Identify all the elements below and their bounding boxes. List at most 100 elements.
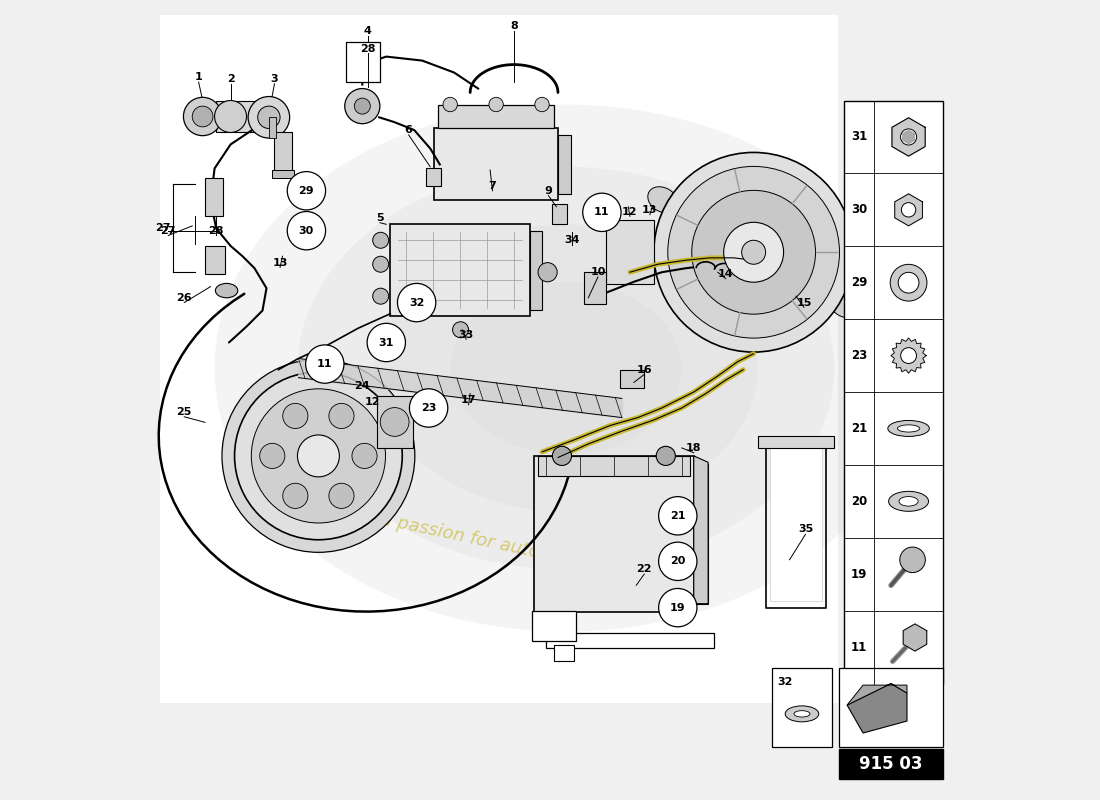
Text: 8: 8 [510, 22, 518, 31]
Text: 16: 16 [637, 365, 652, 374]
Text: 30: 30 [851, 203, 867, 216]
Circle shape [329, 483, 354, 509]
Bar [694, 464, 708, 604]
Text: 18: 18 [686, 443, 702, 453]
Circle shape [488, 98, 504, 112]
Text: 32: 32 [778, 677, 793, 687]
Text: 15: 15 [796, 298, 812, 307]
Ellipse shape [222, 359, 415, 552]
Text: 26: 26 [176, 293, 192, 302]
Bar [552, 204, 567, 224]
Circle shape [659, 589, 697, 627]
Text: 24: 24 [354, 381, 370, 390]
Circle shape [373, 232, 388, 248]
Circle shape [724, 222, 783, 282]
Polygon shape [903, 130, 914, 144]
Text: 915 03: 915 03 [859, 755, 923, 773]
Text: 27: 27 [161, 226, 176, 236]
Text: 19: 19 [851, 568, 867, 581]
Text: 11: 11 [317, 359, 332, 369]
Text: 31: 31 [378, 338, 394, 347]
Circle shape [373, 288, 388, 304]
Circle shape [234, 372, 403, 540]
Text: 29: 29 [298, 186, 315, 196]
Circle shape [287, 171, 326, 210]
Text: 6: 6 [405, 125, 412, 135]
Text: 22: 22 [637, 564, 652, 574]
Circle shape [692, 190, 815, 314]
Circle shape [657, 446, 675, 466]
Circle shape [899, 272, 918, 293]
Circle shape [901, 348, 916, 363]
Circle shape [344, 89, 380, 124]
Text: 19: 19 [670, 602, 685, 613]
Bar [844, 101, 943, 683]
Text: 30: 30 [299, 226, 314, 236]
Ellipse shape [889, 491, 928, 511]
Bar [606, 220, 653, 284]
Text: 28: 28 [360, 44, 376, 54]
Circle shape [535, 98, 549, 112]
Circle shape [583, 193, 621, 231]
Polygon shape [847, 683, 907, 733]
Circle shape [373, 256, 388, 272]
Bar [758, 436, 834, 448]
Circle shape [283, 483, 308, 509]
Circle shape [653, 153, 854, 352]
Circle shape [251, 389, 385, 523]
Ellipse shape [374, 224, 758, 512]
Bar [534, 456, 694, 612]
Circle shape [306, 345, 344, 383]
Circle shape [257, 106, 280, 129]
Text: 13: 13 [273, 258, 288, 268]
Bar [390, 224, 530, 316]
Text: 4: 4 [364, 26, 372, 36]
Text: 13: 13 [642, 205, 658, 215]
Text: 32: 32 [409, 298, 425, 307]
Circle shape [397, 283, 436, 322]
Text: 21: 21 [670, 510, 685, 521]
Circle shape [287, 211, 326, 250]
Circle shape [367, 323, 406, 362]
Text: 17: 17 [461, 395, 476, 405]
Bar [620, 370, 645, 388]
Circle shape [443, 98, 458, 112]
Bar [546, 633, 714, 647]
Circle shape [354, 98, 371, 114]
Circle shape [249, 97, 289, 138]
Text: 23: 23 [851, 349, 867, 362]
Bar [438, 105, 554, 129]
Circle shape [452, 322, 469, 338]
Ellipse shape [214, 105, 917, 631]
Text: 5: 5 [376, 213, 384, 223]
Circle shape [890, 264, 927, 301]
Ellipse shape [648, 186, 678, 213]
Text: 29: 29 [851, 276, 867, 290]
Circle shape [901, 129, 916, 145]
Bar [345, 42, 379, 82]
Bar [217, 101, 257, 133]
Ellipse shape [794, 710, 810, 717]
Polygon shape [694, 456, 708, 604]
Circle shape [668, 166, 839, 338]
Bar [377, 396, 412, 447]
Text: 14: 14 [718, 269, 734, 279]
Ellipse shape [899, 497, 918, 506]
Ellipse shape [829, 291, 859, 318]
Text: 3: 3 [271, 74, 278, 84]
Circle shape [214, 101, 246, 133]
Circle shape [659, 497, 697, 535]
Ellipse shape [898, 425, 920, 432]
Circle shape [260, 443, 285, 469]
Bar [558, 135, 571, 194]
Text: a passion for automobiles: a passion for automobiles [378, 511, 609, 577]
Text: 25: 25 [176, 407, 191, 417]
Text: 34: 34 [564, 235, 580, 246]
Circle shape [409, 389, 448, 427]
Circle shape [901, 202, 916, 217]
Text: 20: 20 [670, 556, 685, 566]
Text: 1: 1 [195, 72, 202, 82]
Bar [583, 272, 606, 304]
Bar [554, 645, 574, 661]
Ellipse shape [785, 706, 818, 722]
